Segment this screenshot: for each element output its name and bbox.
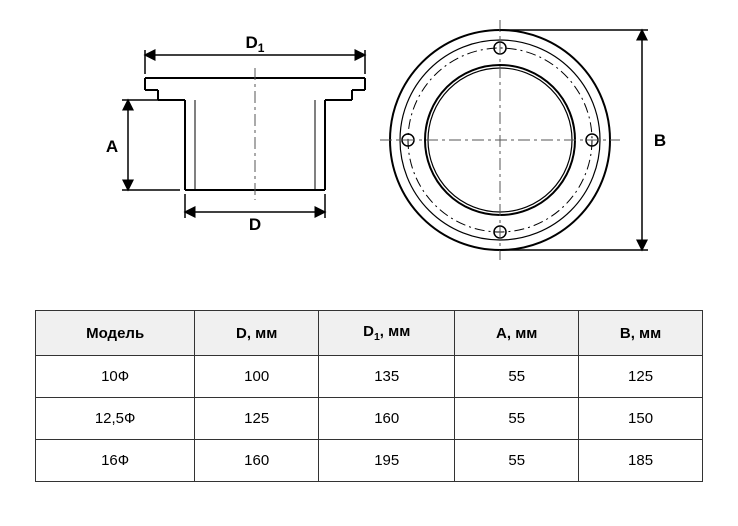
table-cell: 150 xyxy=(579,398,703,440)
table-cell: 55 xyxy=(455,440,579,482)
column-header: A, мм xyxy=(455,311,579,356)
technical-diagram: D1 D A B xyxy=(0,0,738,300)
table-row: 16Ф16019555185 xyxy=(36,440,703,482)
table-cell: 125 xyxy=(579,356,703,398)
front-view xyxy=(380,20,620,260)
table-cell: 160 xyxy=(319,398,455,440)
table-cell: 16Ф xyxy=(36,440,195,482)
column-header: B, мм xyxy=(579,311,703,356)
dimensions-table: МодельD, ммD1, ммA, ммB, мм 10Ф100135551… xyxy=(35,310,703,482)
table-cell: 12,5Ф xyxy=(36,398,195,440)
column-header: Модель xyxy=(36,311,195,356)
table-cell: 55 xyxy=(455,398,579,440)
table-cell: 100 xyxy=(195,356,319,398)
label-a: A xyxy=(106,137,118,156)
table-cell: 160 xyxy=(195,440,319,482)
table-cell: 10Ф xyxy=(36,356,195,398)
table-cell: 135 xyxy=(319,356,455,398)
label-d: D xyxy=(249,215,261,234)
table-row: 12,5Ф12516055150 xyxy=(36,398,703,440)
column-header: D, мм xyxy=(195,311,319,356)
table-cell: 185 xyxy=(579,440,703,482)
side-view xyxy=(145,68,365,200)
label-d1: D1 xyxy=(246,33,265,55)
table-cell: 55 xyxy=(455,356,579,398)
column-header: D1, мм xyxy=(319,311,455,356)
table-row: 10Ф10013555125 xyxy=(36,356,703,398)
dimension-a xyxy=(122,100,180,190)
table-cell: 125 xyxy=(195,398,319,440)
label-b: B xyxy=(654,131,666,150)
table-cell: 195 xyxy=(319,440,455,482)
